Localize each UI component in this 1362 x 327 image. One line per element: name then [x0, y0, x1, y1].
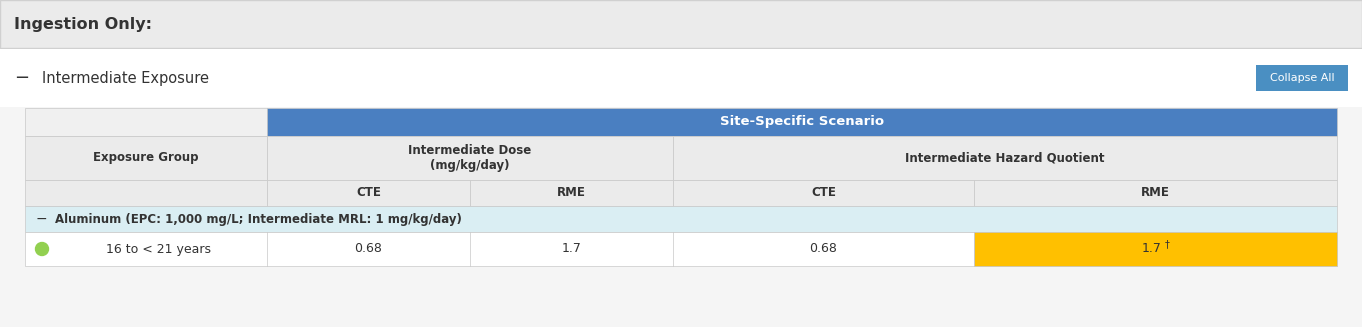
Text: 1.7: 1.7	[561, 243, 582, 255]
Text: −: −	[15, 69, 30, 87]
Text: Ingestion Only:: Ingestion Only:	[14, 16, 153, 31]
Bar	[673, 180, 974, 206]
Bar	[25, 136, 267, 180]
Bar	[267, 136, 673, 180]
Text: 0.68: 0.68	[809, 243, 838, 255]
Text: CTE: CTE	[355, 186, 381, 199]
Text: CTE: CTE	[810, 186, 836, 199]
Bar	[0, 0, 1362, 48]
Text: Collapse All: Collapse All	[1269, 73, 1335, 83]
Text: Site-Specific Scenario: Site-Specific Scenario	[720, 115, 884, 129]
Bar	[267, 180, 470, 206]
Text: †: †	[1165, 239, 1170, 249]
Text: Intermediate Dose
(mg/kg/day): Intermediate Dose (mg/kg/day)	[409, 144, 531, 172]
Bar	[0, 49, 1362, 107]
Bar	[974, 232, 1337, 266]
Text: 0.68: 0.68	[354, 243, 383, 255]
Bar	[25, 232, 1337, 266]
Bar	[470, 180, 673, 206]
Text: RME: RME	[1141, 186, 1170, 199]
Bar	[267, 108, 1337, 136]
Text: Intermediate Hazard Quotient: Intermediate Hazard Quotient	[906, 151, 1105, 164]
Text: RME: RME	[557, 186, 586, 199]
Text: −: −	[35, 212, 46, 226]
Text: Intermediate Exposure: Intermediate Exposure	[42, 71, 208, 85]
Bar	[974, 180, 1337, 206]
Bar	[25, 108, 267, 136]
Bar	[25, 206, 1337, 232]
Text: Aluminum (EPC: 1,000 mg/L; Intermediate MRL: 1 mg/kg/day): Aluminum (EPC: 1,000 mg/L; Intermediate …	[54, 213, 462, 226]
Bar	[1256, 65, 1348, 91]
Bar	[25, 180, 267, 206]
Bar	[673, 136, 1337, 180]
Text: Exposure Group: Exposure Group	[93, 151, 199, 164]
Text: 1.7: 1.7	[1141, 243, 1162, 255]
Circle shape	[35, 243, 49, 255]
Text: 16 to < 21 years: 16 to < 21 years	[105, 243, 211, 255]
